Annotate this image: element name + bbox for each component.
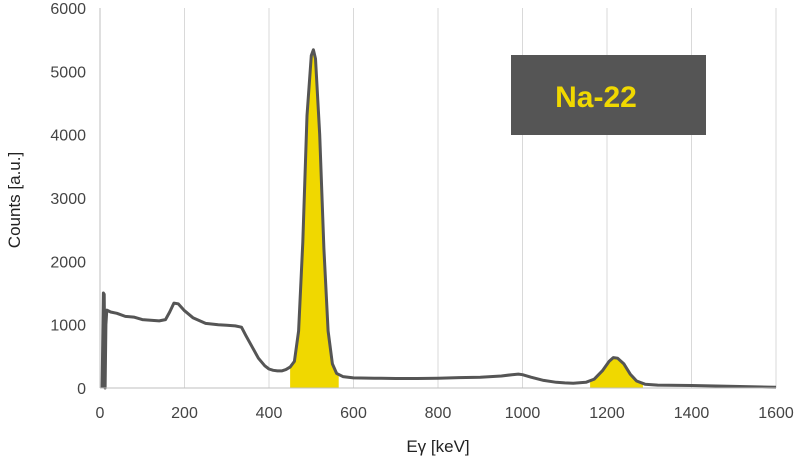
x-tick-label-0: 0 [96, 405, 105, 422]
x-tick-label-1200: 1200 [589, 405, 625, 422]
vertical-gridlines [184, 8, 777, 388]
x-tick-label-400: 400 [256, 405, 283, 422]
x-axis-label: Eγ [keV] [406, 437, 469, 456]
isotope-annotation: Na-22 [511, 55, 706, 135]
y-tick-label-0: 0 [77, 381, 86, 398]
x-tick-label-1400: 1400 [674, 405, 710, 422]
spectrum-line [100, 48, 777, 390]
peak-fill-2 [590, 357, 643, 388]
y-tick-label-4000: 4000 [50, 128, 86, 145]
y-tick-label-3000: 3000 [50, 191, 86, 208]
x-tick-label-800: 800 [425, 405, 452, 422]
spectrum-series [100, 48, 777, 390]
annotation-label: Na-22 [555, 81, 637, 114]
x-tick-label-1000: 1000 [505, 405, 541, 422]
x-tick-labels: 0 200 400 600 800 1000 1200 1400 1600 [96, 405, 794, 422]
annotation-box [511, 55, 706, 135]
y-tick-label-6000: 6000 [50, 1, 86, 18]
x-tick-label-600: 600 [340, 405, 367, 422]
y-axis-label: Counts [a.u.] [5, 152, 24, 248]
y-tick-label-5000: 5000 [50, 64, 86, 81]
y-tick-label-2000: 2000 [50, 254, 86, 271]
axes [99, 8, 776, 389]
x-tick-label-200: 200 [171, 405, 198, 422]
y-tick-labels: 0 1000 2000 3000 4000 5000 6000 [50, 1, 86, 398]
y-tick-label-1000: 1000 [50, 318, 86, 335]
x-tick-label-1600: 1600 [758, 405, 794, 422]
